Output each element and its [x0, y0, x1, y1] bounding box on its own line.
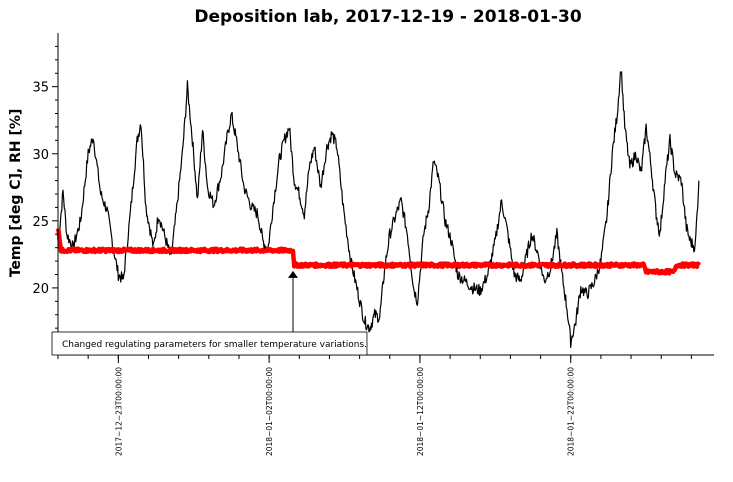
- annotation-box: [51, 331, 368, 356]
- annotation: Changed regulating parameters for smalle…: [51, 270, 368, 356]
- annotation-arrow-head: [288, 270, 299, 278]
- y-tick-label: 35: [32, 81, 49, 96]
- x-tick-label: 2018−01−02T00:00:00: [265, 367, 274, 456]
- y-tick-label: 25: [32, 215, 49, 230]
- y-tick-label: 30: [32, 148, 49, 163]
- x-tick-label: 2018−01−22T00:00:00: [567, 367, 576, 456]
- axes-layer: 20 25 30 35 2017−12−23T00:00:00 2018−01−02T00…: [32, 33, 714, 456]
- y-axis-label: Temp [deg C], RH [%]: [8, 109, 24, 278]
- series-line-0: [57, 71, 700, 349]
- chart-title: Deposition lab, 2017-12-19 - 2018-01-30: [194, 7, 581, 27]
- series-line-1: [55, 228, 701, 276]
- y-tick-label: 20: [32, 282, 49, 297]
- x-tick-label: 2017−12−23T00:00:00: [114, 367, 123, 456]
- series-layer: [55, 71, 701, 349]
- annotation-text: Changed regulating parameters for smalle…: [62, 340, 367, 350]
- x-tick-label: 2018−01−12T00:00:00: [416, 367, 425, 456]
